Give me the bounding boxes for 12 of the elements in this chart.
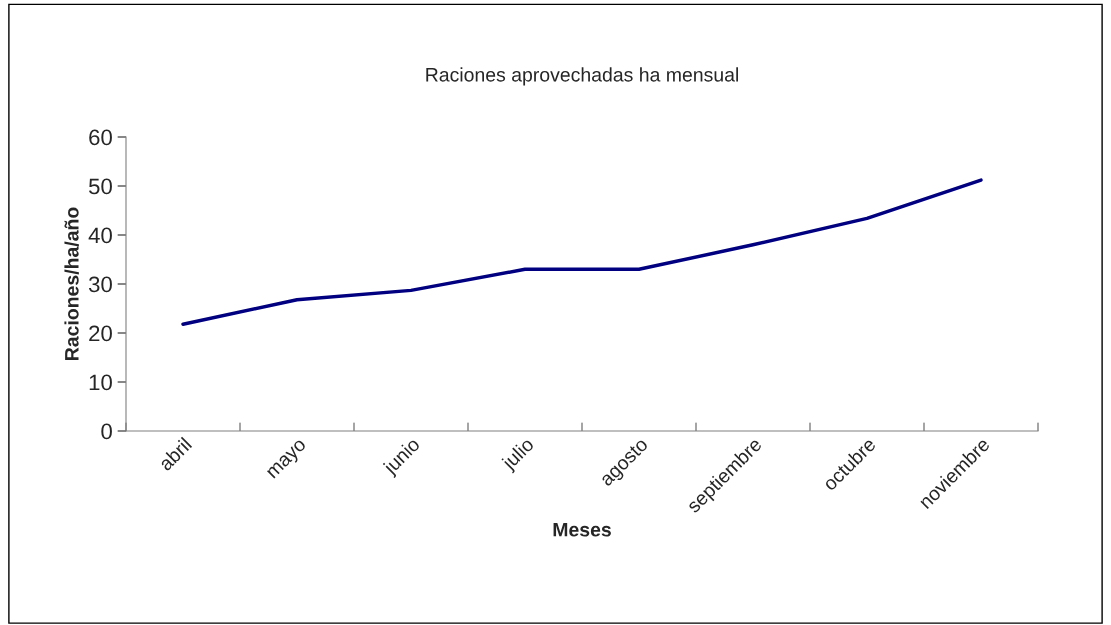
x-tick-label: julio [500, 436, 538, 474]
y-tick-label: 0 [101, 423, 112, 440]
y-tick-label: 40 [88, 227, 112, 244]
x-axis-title: Meses [553, 522, 611, 537]
y-tick-label: 50 [88, 178, 112, 195]
line-series [181, 178, 983, 326]
chart-title: Raciones aprovechadas ha mensual [426, 67, 738, 86]
y-tick-label: 20 [89, 325, 112, 342]
y-axis-title: Raciones/ha/año [64, 207, 79, 360]
y-tick-label: 60 [89, 129, 112, 146]
y-tick-label: 30 [88, 276, 112, 293]
y-tick-label: 10 [89, 374, 112, 391]
